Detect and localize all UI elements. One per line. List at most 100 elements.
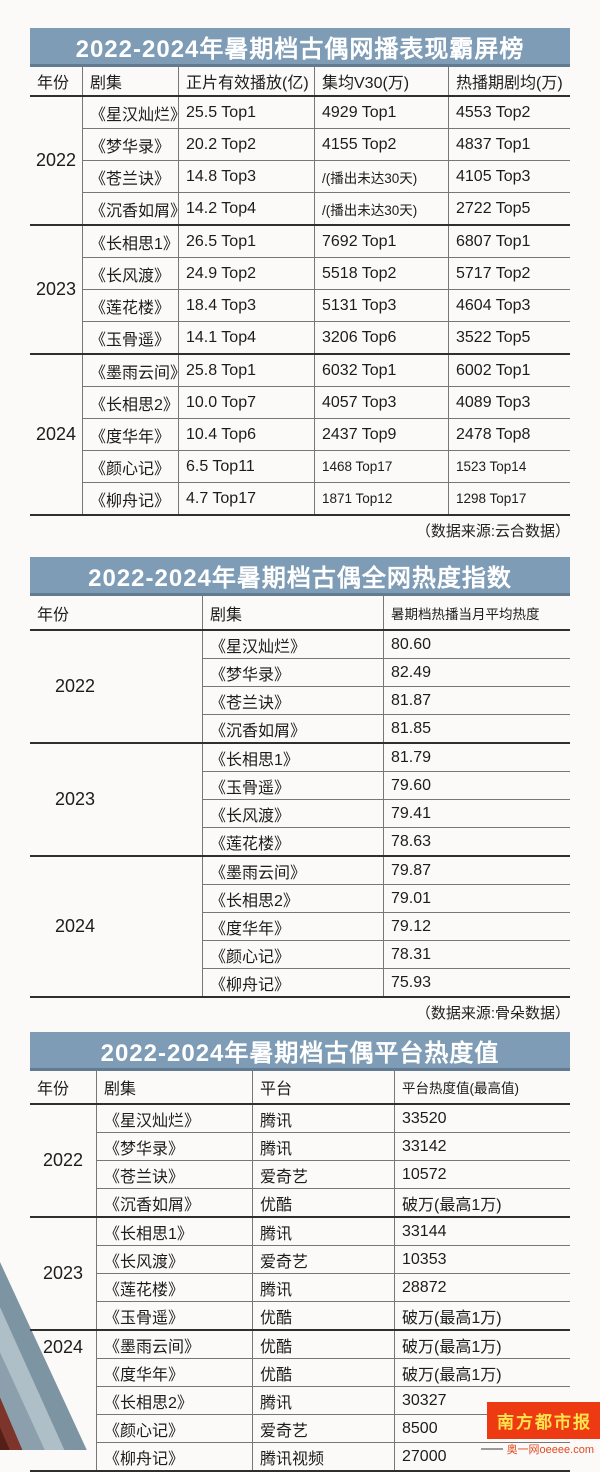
drama-title: 《星汉灿烂》 [90,106,187,124]
drama-title: 《玉骨遥》 [210,779,291,797]
data-value: 1523 Top14 [448,451,570,482]
column-header: 剧集 [96,1071,252,1103]
data-value: 4089 Top3 [448,387,570,418]
drama-title: 《颜心记》 [104,1422,185,1440]
table-row: 《长相思1》 81.79 [203,744,570,772]
year-group-2023: 2023 《长相思1》 81.79 《玉骨遥》 79.60 《长风渡》 79.41 《莲花楼》… [30,744,570,857]
data-value: 5518 Top2 [314,258,448,289]
data-value: 82.49 [383,659,570,686]
drama-title: 《苍兰诀》 [210,694,291,712]
data-value: 33144 [394,1218,570,1245]
table-row: 《梦华录》 腾讯 33142 [97,1133,570,1161]
drama-title: 《玉骨遥》 [90,331,171,349]
table-row: 《长相思2》 79.01 [203,885,570,913]
data-value: 14.8 Top3 [178,161,314,192]
year-group-2022: 2022 《星汉灿烂》 腾讯 33520 《梦华录》 腾讯 33142 《苍兰诀》 爱奇艺 105… [30,1105,570,1218]
data-value: 28872 [394,1274,570,1301]
table-section-broadcast-ranking: 2022-2024年暑期档古偶网播表现霸屏榜 年份 剧集 正片有效播放(亿) 集均V3… [30,28,570,540]
data-value: 腾讯 [252,1133,394,1160]
data-value: 3206 Top6 [314,322,448,353]
data-value: 30327 [394,1387,570,1414]
data-value: 腾讯 [252,1387,394,1414]
data-value: 20.2 Top2 [178,129,314,160]
data-value: 18.4 Top3 [178,290,314,321]
drama-title: 《梦华录》 [90,138,171,156]
year-label: 2024 [55,916,96,936]
drama-title: 《星汉灿烂》 [210,638,307,656]
data-value: /(播出未达30天) [314,161,448,192]
table-row: 《颜心记》 爱奇艺 8500 [97,1415,570,1443]
data-value: 腾讯 [252,1274,394,1301]
table-row: 《墨雨云间》 25.8 Top1 6032 Top1 6002 Top1 [83,355,570,387]
year-group-2022: 2022 《星汉灿烂》 80.60 《梦华录》 82.49 《苍兰诀》 81.87 《沉香如屑… [30,631,570,744]
drama-title: 《长相思2》 [210,892,299,910]
data-table: 年份 剧集 暑期档热播当月平均热度 2022 《星汉灿烂》 80.60 《梦华录》 82.49… [30,596,570,998]
column-header: 平台热度值(最高值) [394,1071,570,1103]
data-value: 33520 [394,1105,570,1132]
year-label: 2023 [35,279,77,299]
newspaper-logo: 南方都市报 [487,1402,600,1439]
data-value: 6.5 Top11 [178,451,314,482]
website-credit-label: 奥一网oeeee.com [506,1444,594,1456]
table-row: 《柳舟记》 75.93 [203,969,570,996]
table-row: 《颜心记》 78.31 [203,941,570,969]
table-section-platform-heat: 2022-2024年暑期档古偶平台热度值 年份 剧集 平台 平台热度值(最高值) 202… [30,1032,570,1472]
table-section-heat-index: 2022-2024年暑期档古偶全网热度指数 年份 剧集 暑期档热播当月平均热度 202… [30,557,570,1022]
data-value: 79.01 [383,885,570,912]
data-source-note: （数据来源:云合数据） [415,523,570,540]
drama-title: 《沉香如屑》 [90,202,187,220]
data-table: 年份 剧集 正片有效播放(亿) 集均V30(万) 热播期剧均(万) 2022 《星汉灿烂》 2… [30,67,570,516]
data-value: 25.5 Top1 [178,97,314,128]
year-label: 2023 [55,789,96,809]
table-row: 《星汉灿烂》 80.60 [203,631,570,659]
year-label: 2024 [35,424,77,444]
table-row: 《玉骨遥》 79.60 [203,772,570,800]
year-group-rows: 《星汉灿烂》 25.5 Top1 4929 Top1 4553 Top2 《梦华录》 20… [82,97,570,224]
data-value: 腾讯视频 [252,1443,394,1470]
drama-title: 《莲花楼》 [90,299,171,317]
table-header-row: 年份 剧集 暑期档热播当月平均热度 [30,596,570,631]
drama-title: 《长相思1》 [104,1225,193,1243]
drama-title: 《长相思1》 [90,235,179,253]
data-value: 6002 Top1 [448,355,570,386]
drama-title: 《梦华录》 [104,1140,185,1158]
year-group-rows: 《长相思1》 81.79 《玉骨遥》 79.60 《长风渡》 79.41 《莲花楼》 78.6… [202,744,570,855]
data-value: 5717 Top2 [448,258,570,289]
year-group-2024: 2024 《墨雨云间》 79.87 《长相思2》 79.01 《度华年》 79.12 《颜心记… [30,857,570,998]
data-value: 8500 [394,1415,570,1442]
table-row: 《莲花楼》 78.63 [203,828,570,855]
table-row: 《柳舟记》 4.7 Top17 1871 Top12 1298 Top17 [83,483,570,514]
newspaper-branding: 南方都市报 奥一网oeeee.com [480,1402,600,1457]
data-value: 腾讯 [252,1105,394,1132]
data-value: 4837 Top1 [448,129,570,160]
column-header: 集均V30(万) [314,67,448,95]
data-value: 2722 Top5 [448,193,570,224]
table-row: 《度华年》 优酷 破万(最高1万) [97,1359,570,1387]
table-row: 《苍兰诀》 爱奇艺 10572 [97,1161,570,1189]
column-header: 年份 [37,606,70,624]
year-group-rows: 《星汉灿烂》 腾讯 33520 《梦华录》 腾讯 33142 《苍兰诀》 爱奇艺 10572 《沉… [96,1105,570,1216]
drama-title: 《玉骨遥》 [104,1309,185,1327]
table-row: 《度华年》 79.12 [203,913,570,941]
data-value: 81.79 [383,744,570,771]
drama-title: 《梦华录》 [210,666,291,684]
table-row: 《长相思2》 腾讯 30327 [97,1387,570,1415]
column-header: 正片有效播放(亿) [178,67,314,95]
data-value: 爱奇艺 [252,1161,394,1188]
drama-title: 《长风渡》 [210,807,291,825]
drama-title: 《莲花楼》 [210,835,291,853]
drama-title: 《柳舟记》 [90,492,171,510]
data-value: 10353 [394,1246,570,1273]
data-source-note: （数据来源:骨朵数据） [415,1005,570,1022]
website-credit: 奥一网oeeee.com [480,1441,600,1457]
drama-title: 《苍兰诀》 [104,1168,185,1186]
drama-title: 《度华年》 [90,428,171,446]
data-value: 10.0 Top7 [178,387,314,418]
data-value: 优酷 [252,1359,394,1386]
table-row: 《度华年》 10.4 Top6 2437 Top9 2478 Top8 [83,419,570,451]
drama-title: 《长相思2》 [90,396,179,414]
data-value: 14.1 Top4 [178,322,314,353]
table-row: 《长风渡》 24.9 Top2 5518 Top2 5717 Top2 [83,258,570,290]
data-value: 10572 [394,1161,570,1188]
table-row: 《星汉灿烂》 25.5 Top1 4929 Top1 4553 Top2 [83,97,570,129]
